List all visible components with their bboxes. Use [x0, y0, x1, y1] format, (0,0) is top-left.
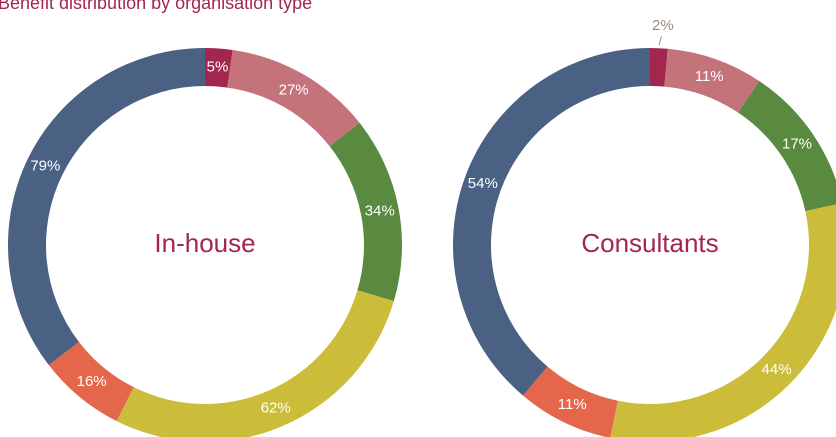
value-label: 79% — [30, 157, 60, 174]
donut-segment — [329, 122, 402, 302]
donut-segment — [738, 81, 836, 212]
chart-title: Benefit distribution by organisation typ… — [0, 0, 312, 13]
value-label: 54% — [468, 175, 498, 192]
value-label: 2% — [652, 17, 674, 34]
donut-segment — [664, 48, 760, 113]
value-label: 34% — [365, 202, 395, 219]
center-label: Consultants — [581, 228, 718, 258]
donut-segment — [205, 48, 233, 88]
donut-segment — [7, 48, 205, 366]
donut-segment — [610, 204, 836, 437]
donut-segment — [522, 366, 618, 437]
value-label: 5% — [207, 58, 229, 75]
value-label: 62% — [261, 399, 291, 416]
leader-line — [658, 36, 662, 46]
value-label: 11% — [695, 68, 724, 85]
value-label: 11% — [558, 396, 587, 413]
donut-segment — [452, 48, 650, 396]
donut-segment — [48, 341, 134, 422]
value-label: 17% — [782, 136, 812, 153]
center-label: In-house — [154, 228, 255, 258]
value-label: 16% — [77, 373, 107, 390]
donut-segment — [227, 49, 360, 147]
value-label: 27% — [279, 82, 309, 99]
donut-segment — [116, 290, 394, 437]
value-label: 44% — [762, 361, 792, 378]
donut-segment — [650, 48, 668, 87]
